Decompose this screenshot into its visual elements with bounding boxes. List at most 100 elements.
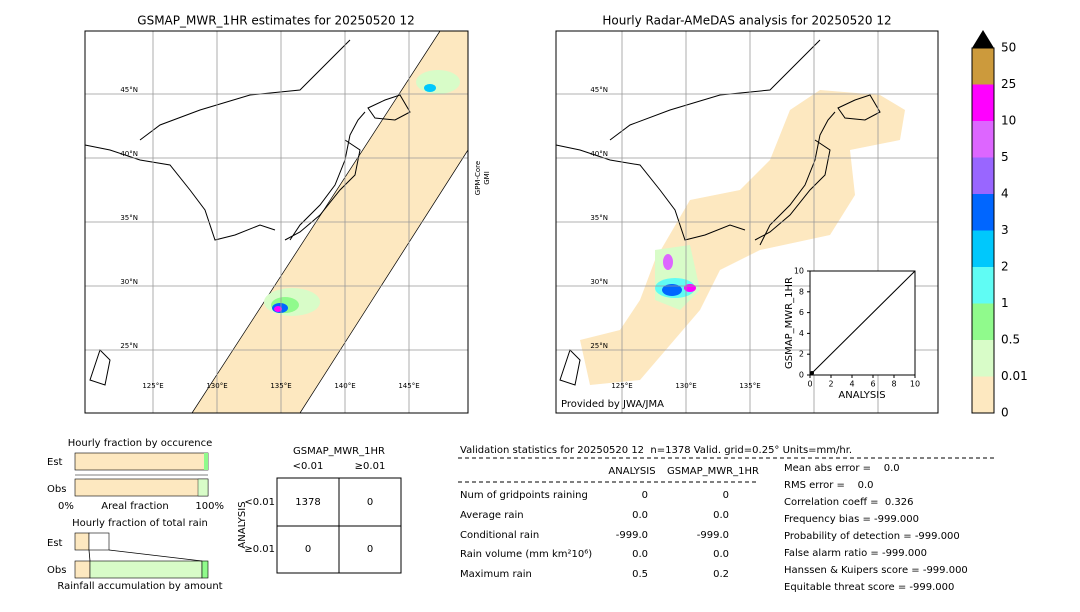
label: 25°N [590, 342, 608, 350]
label: GPM-Core [474, 161, 482, 195]
coastline [555, 39, 821, 386]
left-map [84, 30, 469, 414]
label: 0 [807, 380, 812, 389]
label: RMS error = 0.0 [784, 480, 874, 491]
label: 50 [1001, 41, 1016, 55]
colorbar [971, 30, 995, 414]
label: 0 [305, 544, 311, 555]
label: Mean abs error = 0.0 [784, 463, 900, 474]
label: 0 [1001, 406, 1009, 420]
label: 3 [1001, 223, 1009, 237]
label: Average rain [460, 510, 524, 521]
scatter-point [810, 371, 814, 375]
label: 45°N [590, 86, 608, 94]
label: 0.01 [1001, 369, 1028, 383]
label: 135°E [739, 382, 760, 390]
label: 6 [870, 380, 875, 389]
label: 35°N [120, 214, 138, 222]
fraction-bar [197, 478, 209, 497]
colorbar-segment [972, 267, 994, 304]
label: 2 [799, 350, 804, 359]
label: 0% [58, 501, 74, 512]
label: Areal fraction [101, 501, 168, 512]
rain-area [580, 90, 905, 385]
label: 0.0 [632, 510, 648, 521]
label: 0.5 [1001, 333, 1020, 347]
label: Hanssen & Kuipers score = -999.000 [784, 565, 968, 576]
label: 0 [642, 490, 648, 501]
label: 25°N [120, 342, 138, 350]
label: 35°N [590, 214, 608, 222]
colorbar-segment [972, 194, 994, 231]
label: <0.01 [293, 461, 324, 472]
label: Correlation coeff = 0.326 [784, 497, 914, 508]
label: False alarm ratio = -999.000 [784, 548, 927, 559]
colorbar-segment [972, 121, 994, 158]
label: ≥0.01 [244, 544, 275, 555]
label: 45°N [120, 86, 138, 94]
label: Maximum rain [460, 569, 532, 580]
label: 0.5 [632, 569, 648, 580]
fraction-charts [74, 452, 209, 579]
label: 125°E [142, 382, 163, 390]
rain-area [663, 254, 673, 270]
fraction-bar [204, 453, 208, 470]
label: 1378 [295, 497, 320, 508]
label: 0.0 [632, 549, 648, 560]
label: -999.0 [697, 530, 729, 541]
rain-area [416, 70, 460, 94]
label: 25 [1001, 77, 1016, 91]
label: Hourly fraction of total rain [72, 518, 208, 529]
label: Rainfall accumulation by amount [57, 581, 222, 592]
label: 8 [891, 380, 896, 389]
label: Num of gridpoints raining [460, 490, 588, 501]
label: Probability of detection = -999.000 [784, 531, 960, 542]
label: 130°E [675, 382, 696, 390]
colorbar-segment [972, 157, 994, 194]
label: Hourly fraction by occurence [68, 438, 212, 449]
label: 0 [723, 490, 729, 501]
contingency-table [276, 477, 402, 574]
label: 130°E [206, 382, 227, 390]
fraction-bar [89, 560, 203, 579]
label: 140°E [334, 382, 355, 390]
label: Rain volume (mm km²10⁶) [460, 549, 592, 560]
label: 0 [367, 497, 373, 508]
label: 10 [794, 267, 804, 276]
label: Hourly Radar-AMeDAS analysis for 2025052… [602, 14, 891, 28]
colorbar-segment [972, 376, 994, 413]
label: Frequency bias = -999.000 [784, 514, 919, 525]
colorbar-segment [972, 84, 994, 121]
fraction-bar [74, 478, 209, 497]
label: Obs [47, 484, 66, 495]
colorbar-segment [972, 340, 994, 377]
label: ANALYSIS [838, 390, 885, 401]
label: 0.2 [713, 569, 729, 580]
coastline [84, 39, 351, 386]
label: 8 [799, 287, 804, 296]
fraction-bar [201, 560, 209, 579]
label: 100% [195, 501, 224, 512]
label: 10 [1001, 114, 1016, 128]
label: 5 [1001, 150, 1009, 164]
label: 4 [849, 380, 854, 389]
label: 0.0 [713, 549, 729, 560]
label: 135°E [270, 382, 291, 390]
colorbar-segment [972, 48, 994, 85]
fraction-bar [74, 532, 90, 551]
map-frame [555, 30, 939, 414]
label: 10 [910, 380, 920, 389]
label: Est [47, 538, 63, 549]
label: 0 [799, 371, 804, 380]
colorbar-frame [971, 47, 995, 414]
label: -999.0 [616, 530, 648, 541]
label: 125°E [611, 382, 632, 390]
connector [88, 549, 203, 562]
label: 2 [828, 380, 833, 389]
colorbar-segment [972, 303, 994, 340]
label: GSMAP_MWR_1HR [293, 446, 385, 457]
label: ANALYSIS [237, 501, 248, 548]
label: 0.0 [713, 510, 729, 521]
label: 145°E [398, 382, 419, 390]
